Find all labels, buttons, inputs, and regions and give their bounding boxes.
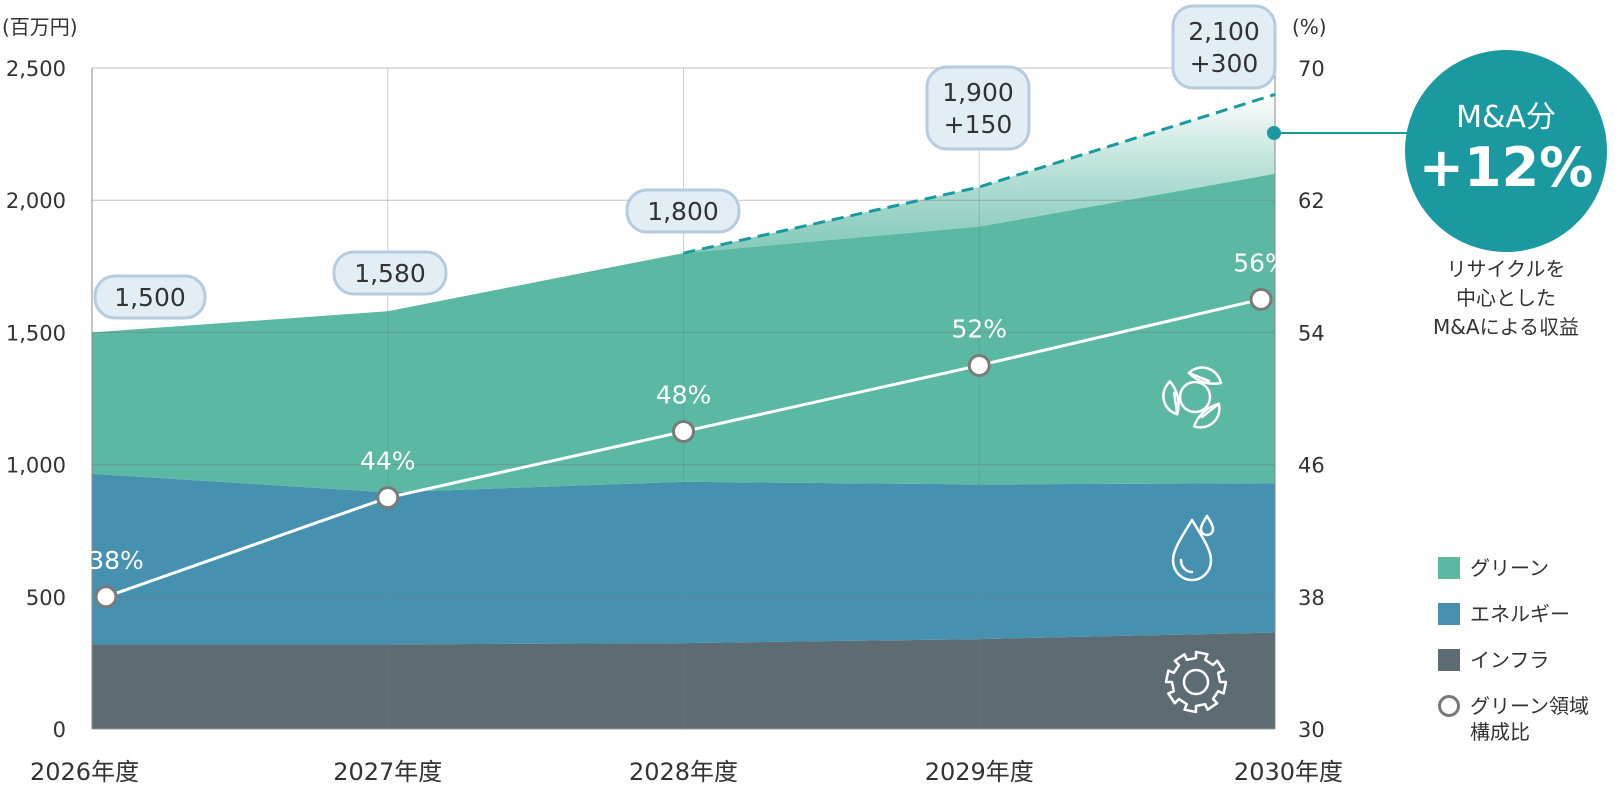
y-left-tick-label: 2,500	[6, 57, 66, 81]
area-series-1	[92, 473, 1275, 645]
y-right-axis-label: (%)	[1292, 15, 1327, 39]
x-tick-label: 2029年度	[925, 758, 1034, 786]
total-bubble: 1,800	[625, 188, 741, 234]
small-drop	[1199, 514, 1215, 537]
y-right-tick-label: 62	[1298, 189, 1325, 213]
legend-label: インフラ	[1470, 648, 1550, 672]
gear-icon	[1164, 650, 1228, 714]
ratio-data-label: 44%	[360, 447, 416, 476]
legend-swatch-energy	[1438, 603, 1460, 625]
ma-dashed-line	[683, 93, 1276, 255]
legend-item-green: グリーン	[1438, 555, 1589, 601]
y-right-tick-label: 70	[1298, 57, 1325, 81]
y-left-tick-label: 1,000	[6, 454, 66, 478]
ratio-point	[672, 420, 695, 444]
recycle-leaf	[1192, 402, 1221, 429]
x-tick-label: 2027年度	[333, 758, 442, 786]
total-bubble-box	[1171, 4, 1277, 90]
ratio-data-label: 38%	[88, 546, 144, 575]
ratio-point	[1249, 287, 1273, 311]
ma-callout-title: M&A分	[1456, 100, 1556, 135]
y-left-tick-label: 0	[53, 718, 66, 742]
y-left-tick-label: 500	[26, 586, 66, 610]
total-bubble-box	[925, 65, 1031, 151]
recycle-leaf-vein	[1172, 391, 1179, 416]
ratio-data-label: 52%	[951, 314, 1007, 343]
y-right-tick-label: 46	[1298, 454, 1325, 478]
total-bubble: 1,500	[93, 274, 207, 320]
ratio-point	[94, 585, 118, 609]
total-label: 1,580	[354, 259, 426, 288]
total-bubble: 1,580	[332, 250, 448, 296]
legend-label: グリーン	[1470, 556, 1549, 580]
total-bubble: 2,100 +300	[1171, 4, 1277, 90]
ratio-point	[376, 486, 400, 510]
y-right-tick-label: 30	[1298, 718, 1325, 742]
total-bubble-box	[93, 274, 207, 320]
recycle-leaf-shape	[1187, 366, 1223, 385]
category-icons	[1162, 366, 1228, 714]
ma-callout-value: +12%	[1418, 136, 1594, 199]
y-left-tick-label: 2,000	[6, 189, 66, 213]
gear-hub	[1182, 668, 1210, 696]
recycle-leaf-shape	[1162, 380, 1180, 416]
x-tick-label: 2030年度	[1234, 758, 1343, 786]
recycle-leaf-vein	[1200, 402, 1221, 419]
ratio-data-label: 48%	[656, 381, 712, 410]
gear-outline	[1164, 650, 1228, 714]
ma-callout-note: リサイクルを 中心とした M&Aによる収益	[1433, 257, 1579, 339]
total-bubble-box	[625, 188, 741, 234]
ratio-point	[967, 353, 991, 377]
recycle-leaf-vein	[1187, 371, 1211, 383]
legend-label: グリーン領域 構成比	[1470, 694, 1589, 744]
area-series-2	[92, 173, 1275, 493]
y-left-axis-label: (百万円)	[2, 15, 78, 39]
drop-highlight	[1179, 558, 1194, 574]
drop-shape	[1171, 518, 1213, 582]
area-series-0	[92, 632, 1275, 729]
legend-swatch-infra	[1438, 649, 1460, 671]
legend-swatch-green	[1438, 557, 1460, 579]
total-bubble-box	[332, 250, 448, 296]
y-right-tick-label: 38	[1298, 586, 1325, 610]
total-label: 1,500	[114, 283, 186, 312]
total-label: 1,900	[942, 78, 1014, 107]
recycle-ring	[1178, 380, 1212, 414]
recycle-leaf	[1187, 366, 1223, 385]
total-label: 1,800	[647, 197, 719, 226]
legend-item-energy: エネルギー	[1438, 601, 1589, 647]
total-label: +300	[1190, 49, 1259, 78]
y-left-tick-label: 1,500	[6, 321, 66, 345]
water-drop-icon	[1171, 514, 1215, 582]
legend-label: エネルギー	[1470, 602, 1570, 626]
area-ma	[683, 94, 1275, 254]
ratio-data-label: 56%	[1233, 248, 1289, 277]
y-right-tick-label: 54	[1298, 321, 1325, 345]
total-bubble: 1,900 +150	[925, 65, 1031, 151]
total-label: +150	[944, 110, 1013, 139]
recycle-leaf-shape	[1192, 402, 1221, 429]
legend-item-green-ratio: グリーン領域 構成比	[1438, 693, 1589, 744]
legend-marker-circle	[1438, 695, 1460, 717]
x-tick-label: 2028年度	[629, 758, 738, 786]
legend-item-infra: インフラ	[1438, 647, 1589, 693]
chart-legend: グリーン エネルギー インフラ グリーン領域 構成比	[1438, 555, 1589, 744]
ma-callout-circle: M&A分 +12%	[1405, 50, 1607, 252]
total-label: 2,100	[1188, 17, 1260, 46]
x-tick-label: 2026年度	[30, 758, 139, 786]
recycle-leaf	[1162, 380, 1180, 416]
recycle-icon	[1162, 366, 1223, 429]
